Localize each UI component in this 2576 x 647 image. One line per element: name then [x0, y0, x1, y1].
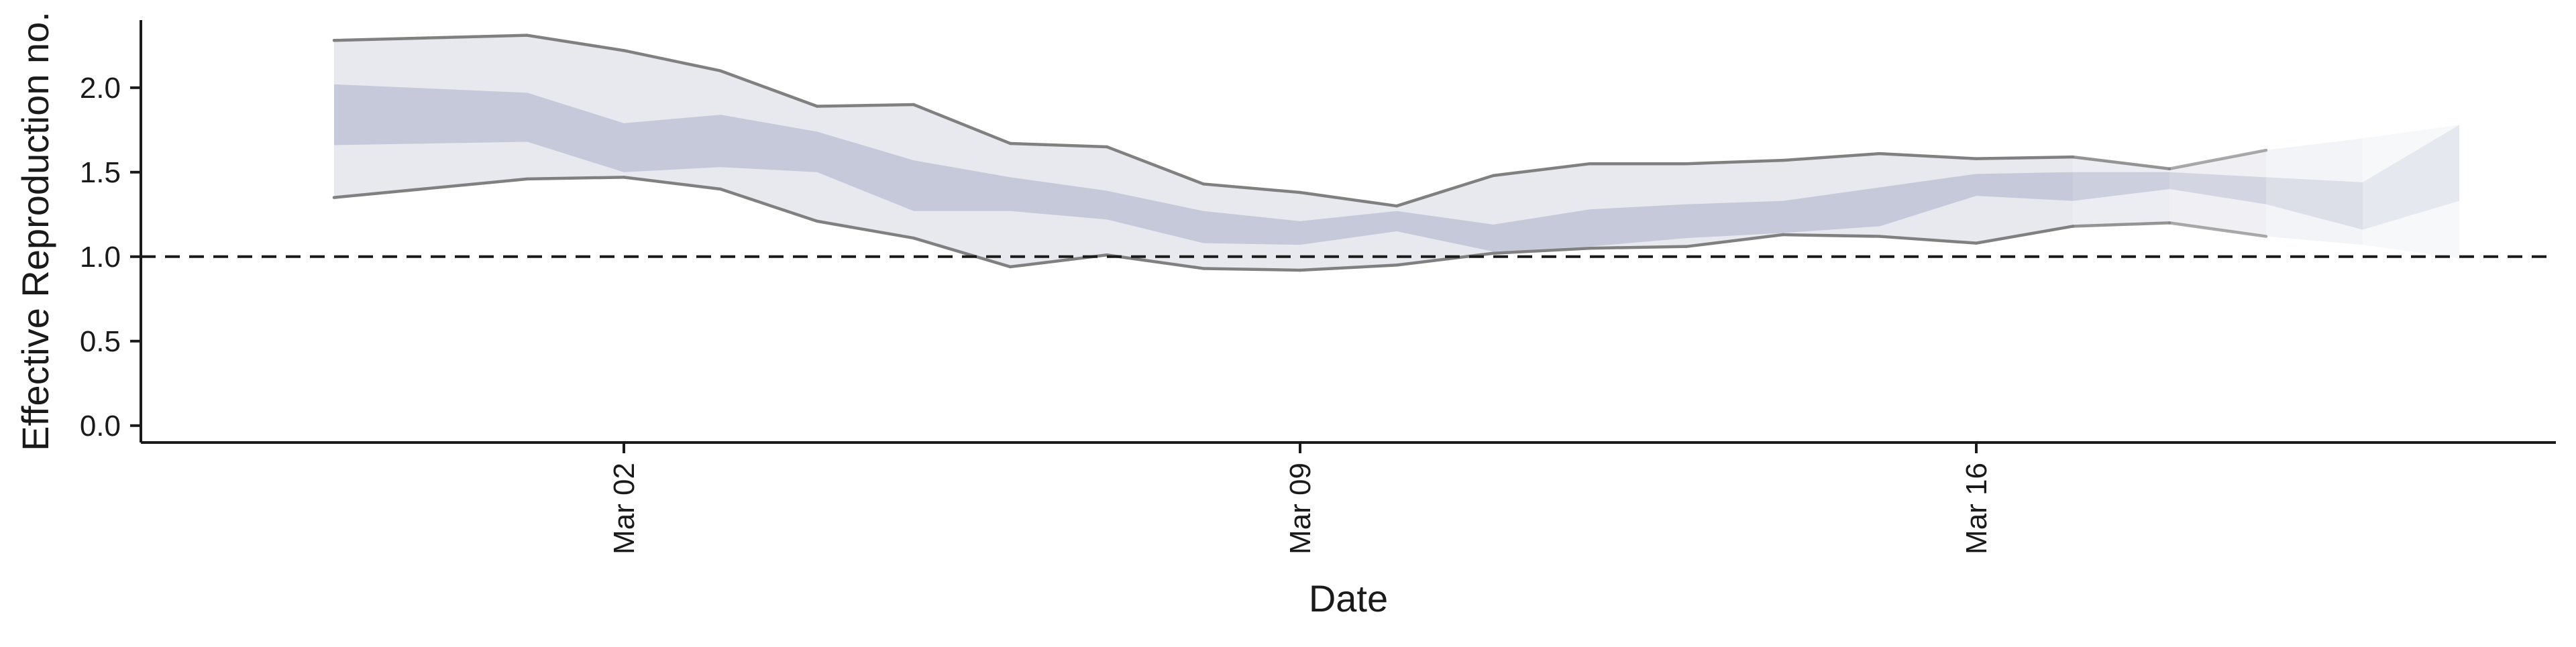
inner-band-segment: [2073, 172, 2169, 201]
outer-lower-bound-line: [1201, 267, 1302, 272]
inner-band-segment: [1203, 211, 1300, 245]
outer-upper-bound-line: [1491, 162, 1592, 178]
x-tick-label: Mar 16: [1960, 463, 1993, 554]
outer-band-segment: [2363, 125, 2459, 259]
inner-band-segment: [1976, 172, 2073, 201]
outer-lower-bound-line: [525, 176, 626, 181]
x-tick-label: Mar 09: [1284, 463, 1317, 554]
x-axis-title: Date: [1309, 577, 1388, 620]
y-axis-title: Effective Reproduction no.: [14, 11, 56, 451]
inner-band-segment: [817, 131, 914, 211]
outer-lower-bound-line: [622, 176, 722, 191]
outer-lower-bound-line: [1105, 253, 1205, 270]
outer-upper-bound-line: [1878, 152, 1978, 160]
inner-band-segment: [1880, 174, 1976, 227]
outer-lower-bound-line: [1588, 245, 1688, 250]
outer-upper-bound-line: [718, 69, 819, 108]
outer-lower-bound-line: [912, 236, 1012, 269]
inner-band-segment: [914, 160, 1010, 211]
outer-lower-bound-line: [332, 177, 529, 199]
inner-band-segment: [527, 93, 624, 172]
outer-upper-bound-line: [525, 34, 626, 52]
inner-band-segment: [1010, 177, 1107, 220]
outer-upper-bound-line: [1395, 174, 1495, 208]
inner-band-segment: [334, 84, 527, 145]
inner-band-segment: [624, 115, 720, 172]
outer-lower-bound-line: [2167, 221, 2268, 238]
outer-lower-bound-line: [1298, 263, 1399, 272]
outer-upper-bound-line: [622, 49, 722, 72]
y-tick-label: 0.5: [80, 325, 121, 358]
inner-band-segment: [1590, 204, 1686, 247]
outer-upper-bound-line: [1298, 190, 1399, 208]
y-tick-label: 1.0: [80, 241, 121, 274]
inner-band-segment: [1107, 190, 1203, 243]
outer-upper-bound-line: [1684, 158, 1785, 166]
inner-band-segment: [720, 115, 817, 172]
outer-lower-bound-line: [1781, 233, 1882, 238]
inner-band-segment: [1300, 211, 1397, 245]
inner-band-segment: [1397, 211, 1493, 252]
outer-upper-bound-line: [1201, 182, 1302, 194]
outer-upper-bound-line: [1974, 155, 2075, 160]
outer-upper-bound-line: [1008, 141, 1109, 149]
outer-lower-bound-line: [815, 219, 916, 240]
inner-band-segment: [1493, 209, 1590, 252]
outer-upper-bound-line: [2167, 148, 2268, 171]
y-tick-label: 2.0: [80, 72, 121, 105]
inner-band-segment: [2266, 177, 2363, 230]
inner-band-segment: [2169, 172, 2266, 204]
outer-upper-bound-line: [815, 103, 916, 108]
outer-lower-bound-line: [2071, 221, 2171, 228]
outer-upper-bound-line: [332, 34, 529, 42]
outer-lower-bound-line: [1878, 235, 1978, 245]
inner-band-segment: [1783, 187, 1880, 233]
y-tick-label: 1.5: [80, 156, 121, 189]
outer-lower-bound-line: [1491, 246, 1592, 255]
outer-upper-bound-line: [1105, 145, 1205, 186]
outer-lower-bound-line: [718, 187, 819, 223]
outer-upper-bound-line: [912, 103, 1012, 145]
outer-upper-bound-line: [1781, 152, 1882, 162]
x-tick-label: Mar 02: [608, 463, 641, 554]
outer-lower-bound-line: [1684, 233, 1785, 248]
outer-upper-bound-line: [2071, 155, 2171, 171]
inner-band-segment: [1686, 200, 1783, 239]
inner-band-segment: [2363, 125, 2459, 230]
outer-lower-bound-line: [1974, 225, 2075, 245]
outer-lower-bound-line: [1395, 251, 1495, 267]
y-tick-label: 0.0: [80, 410, 121, 443]
